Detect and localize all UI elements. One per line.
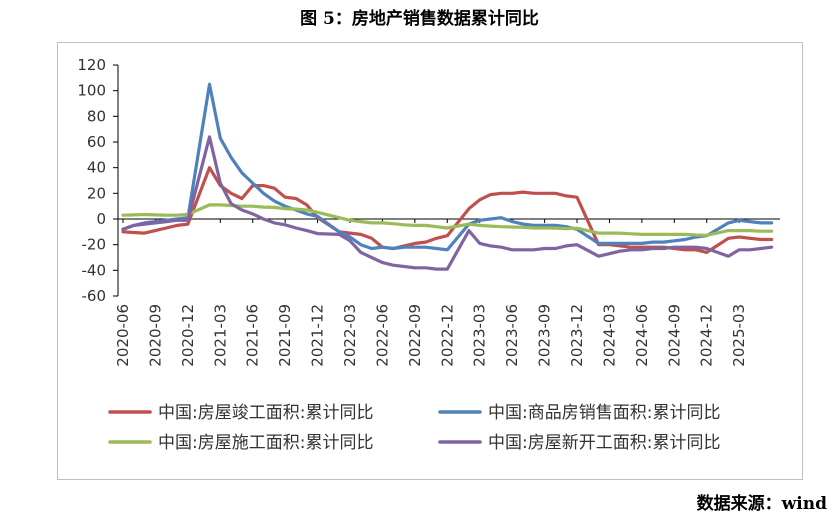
x-tick-label: 2023-09 bbox=[536, 304, 554, 367]
x-tick-label: 2024-06 bbox=[633, 304, 651, 367]
y-tick-label: 60 bbox=[87, 133, 106, 151]
legend: 中国:房屋竣工面积:累计同比 中国:商品房销售面积:累计同比中国:房屋施工面积:累… bbox=[108, 403, 720, 453]
series-layer bbox=[121, 82, 774, 271]
series-line-2 bbox=[121, 82, 774, 252]
x-tick-label: 2021-09 bbox=[276, 304, 294, 367]
x-tick-label: 2025-03 bbox=[730, 304, 748, 367]
y-tick-label: 20 bbox=[87, 184, 106, 202]
x-tick-label: 2021-12 bbox=[309, 304, 327, 367]
x-tick-label: 2023-03 bbox=[471, 304, 489, 367]
x-tick-label: 2022-03 bbox=[341, 304, 359, 367]
legend-label: 中国:房屋新开工面积:累计同比 bbox=[488, 433, 720, 453]
axes-layer: 120 100 80 60 40 20 0 -20 -40 -60 2020-06 2020-09 20… bbox=[77, 56, 780, 367]
legend-label: 中国:商品房销售面积:累计同比 bbox=[488, 403, 720, 423]
x-tick-label: 2023-12 bbox=[568, 304, 586, 367]
x-tick-label: 2022-06 bbox=[373, 304, 391, 367]
y-tick-label: 80 bbox=[87, 107, 106, 125]
x-tick-label: 2022-09 bbox=[406, 304, 424, 367]
source-note: 数据来源：wind bbox=[696, 494, 827, 514]
y-tick-label: 120 bbox=[77, 56, 106, 74]
series-line-4 bbox=[121, 135, 774, 271]
legend-label: 中国:房屋竣工面积:累计同比 bbox=[158, 403, 373, 423]
chart-frame bbox=[57, 42, 803, 480]
x-tick-label: 2020-09 bbox=[146, 304, 164, 367]
legend-label: 中国:房屋施工面积:累计同比 bbox=[158, 433, 373, 453]
y-tick-label: 40 bbox=[87, 159, 106, 177]
y-tick-label: -20 bbox=[82, 236, 107, 254]
x-tick-label: 2024-09 bbox=[665, 304, 683, 367]
x-tick-label: 2022-12 bbox=[438, 304, 456, 367]
x-tick-label: 2024-12 bbox=[698, 304, 716, 367]
y-tick-label: 0 bbox=[96, 210, 106, 228]
x-tick-label: 2024-03 bbox=[600, 304, 618, 367]
x-tick-label: 2020-12 bbox=[179, 304, 197, 367]
y-tick-label: -40 bbox=[82, 261, 107, 279]
y-tick-label: 100 bbox=[77, 82, 106, 100]
x-tick-label: 2020-06 bbox=[114, 304, 132, 367]
chart-title: 图 5：房地产销售数据累计同比 bbox=[300, 9, 539, 29]
x-tick-label: 2021-06 bbox=[244, 304, 262, 367]
x-tick-label: 2023-06 bbox=[503, 304, 521, 367]
x-tick-label: 2021-03 bbox=[211, 304, 229, 367]
y-tick-label: -60 bbox=[82, 287, 107, 305]
